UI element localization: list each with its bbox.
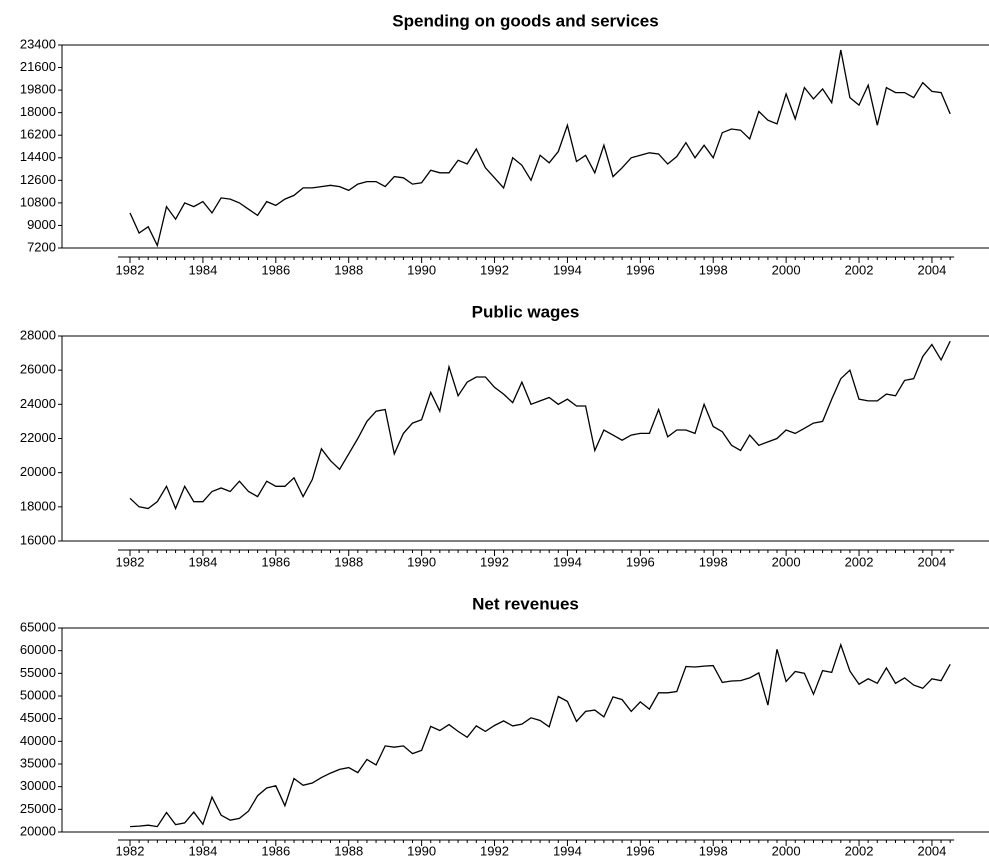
x-tick-label: 1984 [188, 554, 217, 569]
x-tick-label: 2000 [772, 843, 801, 858]
chart-title: Spending on goods and services [392, 11, 658, 30]
y-tick-label: 9000 [27, 217, 56, 232]
x-tick-label: 1998 [699, 843, 728, 858]
x-tick-label: 1990 [407, 554, 436, 569]
x-tick-label: 1990 [407, 843, 436, 858]
y-tick-label: 16000 [20, 532, 56, 547]
y-tick-label: 45000 [20, 710, 56, 725]
x-tick-label: 2004 [917, 554, 946, 569]
x-tick-label: 1992 [480, 843, 509, 858]
y-tick-label: 60000 [20, 642, 56, 657]
x-tick-label: 1992 [480, 262, 509, 277]
x-tick-label: 1998 [699, 262, 728, 277]
x-tick-label: 1994 [553, 262, 582, 277]
x-tick-label: 1996 [626, 262, 655, 277]
x-tick-label: 1982 [116, 843, 145, 858]
y-tick-label: 35000 [20, 755, 56, 770]
x-tick-label: 1992 [480, 554, 509, 569]
y-tick-label: 20000 [20, 464, 56, 479]
y-tick-label: 23400 [20, 36, 56, 51]
chart-title: Net revenues [472, 594, 579, 613]
x-tick-label: 1988 [334, 262, 363, 277]
y-tick-label: 24000 [20, 396, 56, 411]
data-line [129, 340, 951, 511]
x-tick-label: 1996 [626, 554, 655, 569]
y-tick-label: 19800 [20, 82, 56, 97]
y-tick-label: 18000 [20, 498, 56, 513]
x-tick-label: 1986 [261, 262, 290, 277]
x-tick-label: 1994 [553, 843, 582, 858]
y-tick-label: 20000 [20, 823, 56, 838]
x-tick-label: 1994 [553, 554, 582, 569]
y-tick-label: 22000 [20, 430, 56, 445]
y-tick-label: 14400 [20, 149, 56, 164]
x-tick-label: 1986 [261, 554, 290, 569]
x-tick-label: 2004 [917, 262, 946, 277]
x-tick-label: 2002 [845, 843, 874, 858]
x-tick-label: 1998 [699, 554, 728, 569]
x-tick-label: 2002 [845, 554, 874, 569]
x-tick-label: 1988 [334, 554, 363, 569]
y-tick-label: 55000 [20, 665, 56, 680]
x-tick-label: 1988 [334, 843, 363, 858]
y-tick-label: 25000 [20, 801, 56, 816]
y-tick-label: 28000 [20, 327, 56, 342]
y-tick-label: 30000 [20, 778, 56, 793]
x-tick-label: 1984 [188, 262, 217, 277]
y-tick-label: 16200 [20, 127, 56, 142]
data-line [129, 642, 951, 828]
x-tick-label: 2002 [845, 262, 874, 277]
y-tick-label: 12600 [20, 172, 56, 187]
x-tick-label: 1982 [116, 262, 145, 277]
y-tick-label: 50000 [20, 687, 56, 702]
x-tick-label: 2004 [917, 843, 946, 858]
x-tick-label: 2000 [772, 262, 801, 277]
chart-title: Public wages [472, 302, 580, 321]
y-tick-label: 21600 [20, 59, 56, 74]
x-tick-label: 1984 [188, 843, 217, 858]
y-tick-label: 7200 [27, 239, 56, 254]
y-tick-label: 26000 [20, 362, 56, 377]
x-tick-label: 1996 [626, 843, 655, 858]
y-tick-label: 40000 [20, 733, 56, 748]
x-tick-label: 1982 [116, 554, 145, 569]
x-tick-label: 1986 [261, 843, 290, 858]
y-tick-label: 65000 [20, 619, 56, 634]
data-line [129, 49, 951, 248]
y-tick-label: 18000 [20, 104, 56, 119]
y-tick-label: 10800 [20, 194, 56, 209]
x-tick-label: 2000 [772, 554, 801, 569]
x-tick-label: 1990 [407, 262, 436, 277]
